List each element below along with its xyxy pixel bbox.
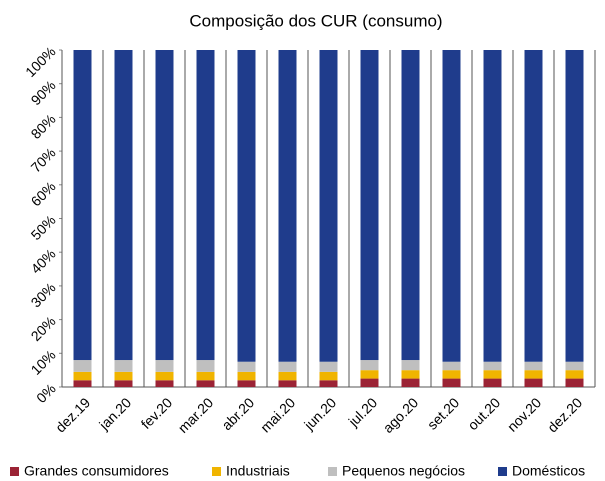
legend-label: Industriais [226,463,290,479]
y-tick-label: 0% [33,380,59,406]
bar-segment [114,50,133,361]
y-tick-label: 20% [28,313,59,344]
bar-segment [319,361,338,372]
bar-segment [155,380,174,387]
bar-segment [73,371,92,381]
x-tick-label: jun.20 [300,394,339,433]
bar-segment [319,380,338,387]
x-tick-label: jan.20 [95,394,134,433]
legend-swatch [10,467,19,476]
legend-label: Grandes consumidores [24,463,169,479]
y-tick-label: 70% [28,145,59,176]
y-tick-label: 80% [28,111,59,142]
bar-segment [196,371,215,381]
x-tick-label: mai.20 [257,394,298,435]
bar-segment [401,50,420,361]
bar-segment [196,380,215,387]
legend-label: Pequenos negócios [342,463,465,479]
legend-label: Domésticos [512,463,585,479]
bar-segment [442,361,461,371]
bar-segment [565,370,584,379]
bar-segment [155,360,174,372]
bar-segment [114,371,133,381]
y-tick-label: 40% [28,246,59,277]
chart-title: Composição dos CUR (consumo) [189,11,442,30]
bar-segment [155,50,174,361]
bar-segment [401,360,420,371]
bar-segment [114,360,133,372]
legend-swatch [328,467,337,476]
legend-swatch [212,467,221,476]
bar-segment [565,378,584,387]
bar-segment [483,50,502,362]
bar-segment [237,380,256,387]
y-tick-label: 10% [28,347,59,378]
bar-segment [360,360,379,371]
x-tick-label: mar.20 [175,394,217,436]
x-tick-label: nov.20 [504,394,544,434]
bar-segment [483,370,502,379]
bar-segment [360,370,379,379]
bar-segment [237,50,256,362]
bar-segment [73,380,92,387]
x-tick-label: dez.20 [544,394,585,435]
legend-swatch [498,467,507,476]
bar-segment [565,361,584,371]
bar-segment [401,378,420,387]
bar-segment [319,50,338,362]
bar-segment [155,371,174,381]
bar-segment [442,370,461,379]
x-tick-label: abr.20 [218,394,257,433]
y-tick-label: 60% [28,178,59,209]
bar-segment [524,50,543,362]
bar-segment [196,360,215,372]
x-tick-label: dez.19 [52,394,93,435]
y-tick-label: 100% [22,43,59,80]
bar-segment [278,371,297,381]
bar-segment [565,50,584,362]
x-tick-label: set.20 [424,394,462,432]
bar-segment [237,371,256,381]
x-tick-label: ago.20 [380,394,422,436]
y-tick-label: 90% [28,77,59,108]
bar-segment [360,50,379,361]
bar-segment [401,370,420,379]
bar-segment [483,361,502,371]
bar-segment [442,378,461,387]
bar-segment [278,380,297,387]
bar-segment [360,378,379,387]
bar-segment [442,50,461,362]
bar-segment [196,50,215,361]
bar-segment [319,371,338,381]
x-tick-label: fev.20 [138,394,176,432]
x-tick-label: jul.20 [345,394,381,430]
bar-segment [73,360,92,372]
bar-segment [524,370,543,379]
x-tick-label: out.20 [464,394,503,433]
bar-segment [278,50,297,362]
bar-segment [114,380,133,387]
bar-segment [237,361,256,372]
bar-segment [483,378,502,387]
y-tick-label: 50% [28,212,59,243]
bar-segment [524,378,543,387]
bar-segment [524,361,543,371]
bar-segment [73,50,92,361]
bar-segment [278,361,297,372]
y-tick-label: 30% [28,279,59,310]
